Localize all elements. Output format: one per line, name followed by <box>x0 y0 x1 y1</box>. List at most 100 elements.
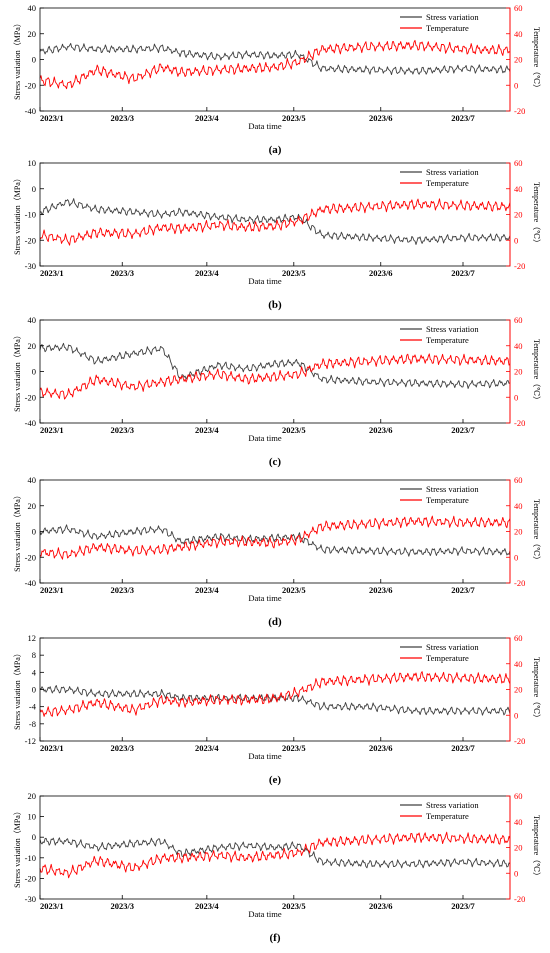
y2-tick-label: -20 <box>514 418 525 428</box>
temperature-line <box>39 353 511 400</box>
x-tick-label: 2023/6 <box>369 113 393 123</box>
panel-caption: (b) <box>268 299 282 311</box>
y-tick-label: 20 <box>28 341 37 351</box>
y-tick-label: -20 <box>25 80 36 90</box>
legend-label-stress: Stress variation <box>426 800 479 810</box>
x-axis-label: Data time <box>248 593 282 603</box>
y-tick-label: -40 <box>25 106 36 116</box>
y2-tick-label: 60 <box>514 475 523 485</box>
stress-line <box>39 42 511 76</box>
y-tick-label: 40 <box>28 475 37 485</box>
y-tick-label: -4 <box>29 702 37 712</box>
x-tick-label: 2023/4 <box>195 901 219 911</box>
y2-tick-label: -20 <box>514 261 525 271</box>
panel-a: -40 -20 0 20 40 -20 0 20 40 60 2023/1 2023/3 2023/4 2… <box>13 3 541 156</box>
x-axis-label: Data time <box>248 751 282 761</box>
y-axis-label: Stress variation（MPa） <box>13 19 22 100</box>
x-axis-label: Data time <box>248 121 282 131</box>
x-tick-label: 2023/1 <box>40 425 64 435</box>
panel-caption: (c) <box>269 456 282 468</box>
y2-tick-label: 40 <box>514 29 523 39</box>
x-tick-label: 2023/4 <box>195 743 219 753</box>
y-tick-label: -30 <box>25 894 36 904</box>
y-tick-label: -10 <box>25 853 36 863</box>
y2-tick-label: 20 <box>514 55 523 65</box>
panel-caption: (e) <box>269 774 282 786</box>
y2-tick-label: 60 <box>514 791 523 801</box>
y2-tick-label: 40 <box>514 184 523 194</box>
panel-c: -40 -20 0 20 40 -20 0 20 40 60 2023/1 2023/3 2023/4 2… <box>13 315 541 468</box>
legend-label-temperature: Temperature <box>426 23 469 33</box>
y-tick-label: -8 <box>29 719 36 729</box>
y-axis-label: Stress variation（MPa） <box>13 649 22 730</box>
y2-tick-label: -20 <box>514 106 525 116</box>
y2-tick-label: 20 <box>514 843 523 853</box>
x-axis-label: Data time <box>248 276 282 286</box>
legend-label-temperature: Temperature <box>426 495 469 505</box>
x-tick-label: 2023/3 <box>110 901 134 911</box>
y2-tick-label: 60 <box>514 633 523 643</box>
y2-tick-label: 0 <box>514 552 518 562</box>
y2-axis-label: Temperature（℃） <box>532 339 541 404</box>
panel-b: -30 -20 -10 0 10 -20 0 20 40 60 2023/1 2023/3 2023/4… <box>13 158 541 311</box>
y2-tick-label: -20 <box>514 894 525 904</box>
y2-tick-label: 40 <box>514 341 523 351</box>
y-tick-label: 8 <box>32 650 36 660</box>
x-tick-label: 2023/7 <box>451 901 475 911</box>
y-tick-label: 10 <box>28 812 37 822</box>
x-tick-label: 2023/4 <box>195 268 219 278</box>
y-tick-label: -20 <box>25 235 36 245</box>
x-tick-label: 2023/3 <box>110 743 134 753</box>
stress-line <box>39 837 511 869</box>
y2-tick-label: 40 <box>514 817 523 827</box>
y-axis-label: Stress variation（MPa） <box>13 807 22 888</box>
y2-tick-label: 20 <box>514 210 523 220</box>
y-axis-label: Stress variation（MPa） <box>13 331 22 412</box>
x-axis-label: Data time <box>248 909 282 919</box>
y2-tick-label: 60 <box>514 315 523 325</box>
x-axis-label: Data time <box>248 433 282 443</box>
stress-line <box>39 524 511 557</box>
y-tick-label: 12 <box>28 633 37 643</box>
y2-tick-label: 20 <box>514 685 523 695</box>
y-tick-label: -40 <box>25 418 36 428</box>
y2-axis-label: Temperature（℃） <box>532 182 541 247</box>
y2-axis-label: Temperature（℃） <box>532 27 541 92</box>
y2-tick-label: -20 <box>514 578 525 588</box>
y-tick-label: 0 <box>32 367 36 377</box>
y2-tick-label: 40 <box>514 501 523 511</box>
y-tick-label: 0 <box>32 184 36 194</box>
y2-tick-label: 60 <box>514 3 523 13</box>
x-tick-label: 2023/1 <box>40 743 64 753</box>
y2-tick-label: -20 <box>514 736 525 746</box>
y2-tick-label: 0 <box>514 868 518 878</box>
x-tick-label: 2023/7 <box>451 113 475 123</box>
y-tick-label: 0 <box>32 832 36 842</box>
x-tick-label: 2023/4 <box>195 425 219 435</box>
x-tick-label: 2023/4 <box>195 113 219 123</box>
temperature-line <box>39 39 511 90</box>
x-tick-label: 2023/6 <box>369 425 393 435</box>
y-tick-label: 20 <box>28 791 37 801</box>
panel-caption: (a) <box>269 144 282 156</box>
y2-axis-label: Temperature（℃） <box>532 815 541 880</box>
y-tick-label: 20 <box>28 29 37 39</box>
x-tick-label: 2023/5 <box>282 901 306 911</box>
stress-line <box>39 685 511 716</box>
y-tick-label: -20 <box>25 392 36 402</box>
legend-label-temperature: Temperature <box>426 653 469 663</box>
y-tick-label: -12 <box>25 736 36 746</box>
legend-label-temperature: Temperature <box>426 335 469 345</box>
y-tick-label: 0 <box>32 527 36 537</box>
y2-tick-label: 40 <box>514 659 523 669</box>
y-tick-label: 4 <box>32 667 37 677</box>
y-tick-label: -20 <box>25 873 36 883</box>
y-axis-label: Stress variation（MPa） <box>13 174 22 255</box>
